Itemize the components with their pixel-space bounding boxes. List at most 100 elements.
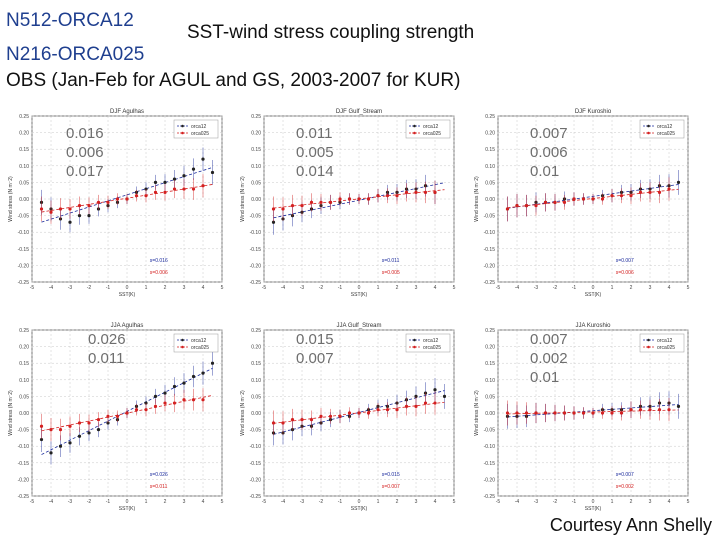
data-point-orca025 [515, 411, 519, 415]
obs-strength: 0.01 [530, 163, 560, 180]
legend-marker [181, 345, 184, 349]
x-tick-label: 5 [453, 285, 456, 291]
x-axis-label: SST(K) [351, 506, 368, 512]
data-point-orca12 [96, 428, 101, 432]
x-tick-label: 3 [415, 285, 418, 291]
data-point-orca025 [524, 204, 529, 208]
y-tick-label: 0.05 [19, 180, 29, 186]
data-point-orca025 [657, 190, 662, 194]
model-label-orca12: N512-ORCA12 [6, 10, 134, 31]
data-point-orca12 [68, 220, 72, 224]
x-tick-label: 0 [126, 499, 129, 505]
data-point-orca025 [172, 401, 177, 405]
x-tick-label: -4 [281, 499, 286, 505]
y-tick-label: -0.20 [250, 477, 262, 483]
x-tick-label: 4 [668, 499, 671, 505]
data-point-orca025 [543, 411, 548, 415]
orca12-strength: 0.016 [66, 125, 104, 142]
x-tick-label: 0 [592, 499, 595, 505]
data-point-orca025 [591, 411, 595, 415]
legend-label: orca12 [657, 338, 673, 344]
legend-box [639, 333, 685, 353]
data-point-orca12 [87, 431, 91, 435]
y-tick-label: -0.05 [484, 428, 496, 434]
slope-annotation: s=0.006 [150, 270, 168, 276]
legend-marker [413, 131, 416, 135]
data-point-orca025 [49, 428, 53, 432]
orca12-strength: 0.026 [88, 331, 126, 348]
data-point-orca025 [153, 404, 158, 408]
x-tick-label: 1 [611, 499, 614, 505]
y-tick-label: 0.15 [251, 361, 261, 367]
y-tick-label: 0.10 [485, 164, 495, 170]
slope-annotation: s=0.015 [382, 472, 400, 478]
data-point-orca025 [309, 418, 314, 422]
data-point-orca025 [290, 418, 295, 422]
data-point-orca025 [376, 194, 380, 198]
x-tick-label: -1 [106, 499, 111, 505]
x-tick-label: 3 [415, 499, 418, 505]
data-point-orca12 [210, 170, 215, 175]
data-point-orca025 [667, 187, 671, 191]
x-tick-label: -4 [281, 285, 286, 291]
data-point-orca12 [68, 441, 72, 445]
x-tick-label: -4 [49, 499, 54, 505]
data-point-orca025 [505, 411, 510, 415]
data-point-orca025 [163, 401, 167, 405]
x-tick-label: 3 [183, 285, 186, 291]
data-point-orca025 [281, 207, 285, 211]
orca12-strength: 0.007 [530, 331, 568, 348]
x-tick-label: 4 [434, 499, 437, 505]
data-point-orca025 [281, 421, 285, 425]
x-tick-label: 4 [668, 285, 671, 291]
y-tick-label: -0.15 [484, 461, 496, 467]
data-point-orca12 [163, 391, 167, 395]
y-tick-label: 0.15 [485, 361, 495, 367]
x-tick-label: -2 [319, 285, 324, 291]
chart-jja-agulhas: -0.25 -0.20 -0.15 -0.10 -0.05 0.00 0.05 0.10 0.1… [8, 323, 224, 512]
data-point-orca12 [172, 384, 177, 389]
data-point-orca12 [153, 180, 158, 184]
legend-marker [181, 124, 184, 128]
y-tick-label: 0.10 [485, 378, 495, 384]
y-tick-label: -0.10 [484, 230, 496, 236]
legend-box [173, 119, 219, 139]
slope-annotation: s=0.007 [616, 258, 634, 264]
x-tick-label: 2 [630, 499, 633, 505]
x-tick-label: 1 [145, 285, 148, 291]
data-point-orca025 [395, 194, 399, 198]
y-tick-label: -0.10 [18, 444, 30, 450]
chart-jja-kuroshio: -0.25 -0.20 -0.15 -0.10 -0.05 0.00 0.05 0.10 0.1… [474, 323, 690, 512]
y-axis-label: Wind stress (N m⁻2) [8, 390, 14, 436]
legend-marker [413, 338, 416, 342]
data-point-orca025 [414, 190, 418, 194]
x-tick-label: -3 [300, 285, 305, 291]
y-axis-label: Wind stress (N m⁻2) [240, 390, 246, 436]
y-tick-label: 0.15 [251, 147, 261, 153]
data-point-orca025 [115, 197, 120, 201]
x-tick-label: 5 [687, 499, 690, 505]
legend-label: orca025 [657, 345, 675, 351]
data-point-orca12 [191, 167, 196, 171]
x-tick-label: -5 [496, 285, 501, 291]
orca12-strength: 0.007 [530, 125, 568, 142]
data-point-orca025 [534, 411, 538, 415]
x-tick-label: 4 [434, 285, 437, 291]
data-point-orca12 [172, 177, 177, 181]
data-point-orca025 [357, 197, 361, 201]
y-tick-label: 0.15 [19, 147, 29, 153]
legend-label: orca025 [191, 345, 209, 351]
data-point-orca025 [553, 200, 557, 204]
y-tick-label: -0.20 [18, 263, 30, 269]
x-tick-label: -5 [262, 285, 267, 291]
y-tick-label: -0.10 [250, 230, 262, 236]
y-tick-label: -0.20 [250, 263, 262, 269]
legend-box [639, 119, 685, 139]
legend-marker [413, 345, 416, 349]
data-point-orca025 [191, 187, 196, 191]
data-point-orca025 [125, 197, 129, 201]
x-tick-label: 3 [649, 285, 652, 291]
x-tick-label: 5 [453, 499, 456, 505]
y-tick-label: -0.25 [250, 280, 262, 286]
data-point-orca025 [87, 421, 91, 425]
